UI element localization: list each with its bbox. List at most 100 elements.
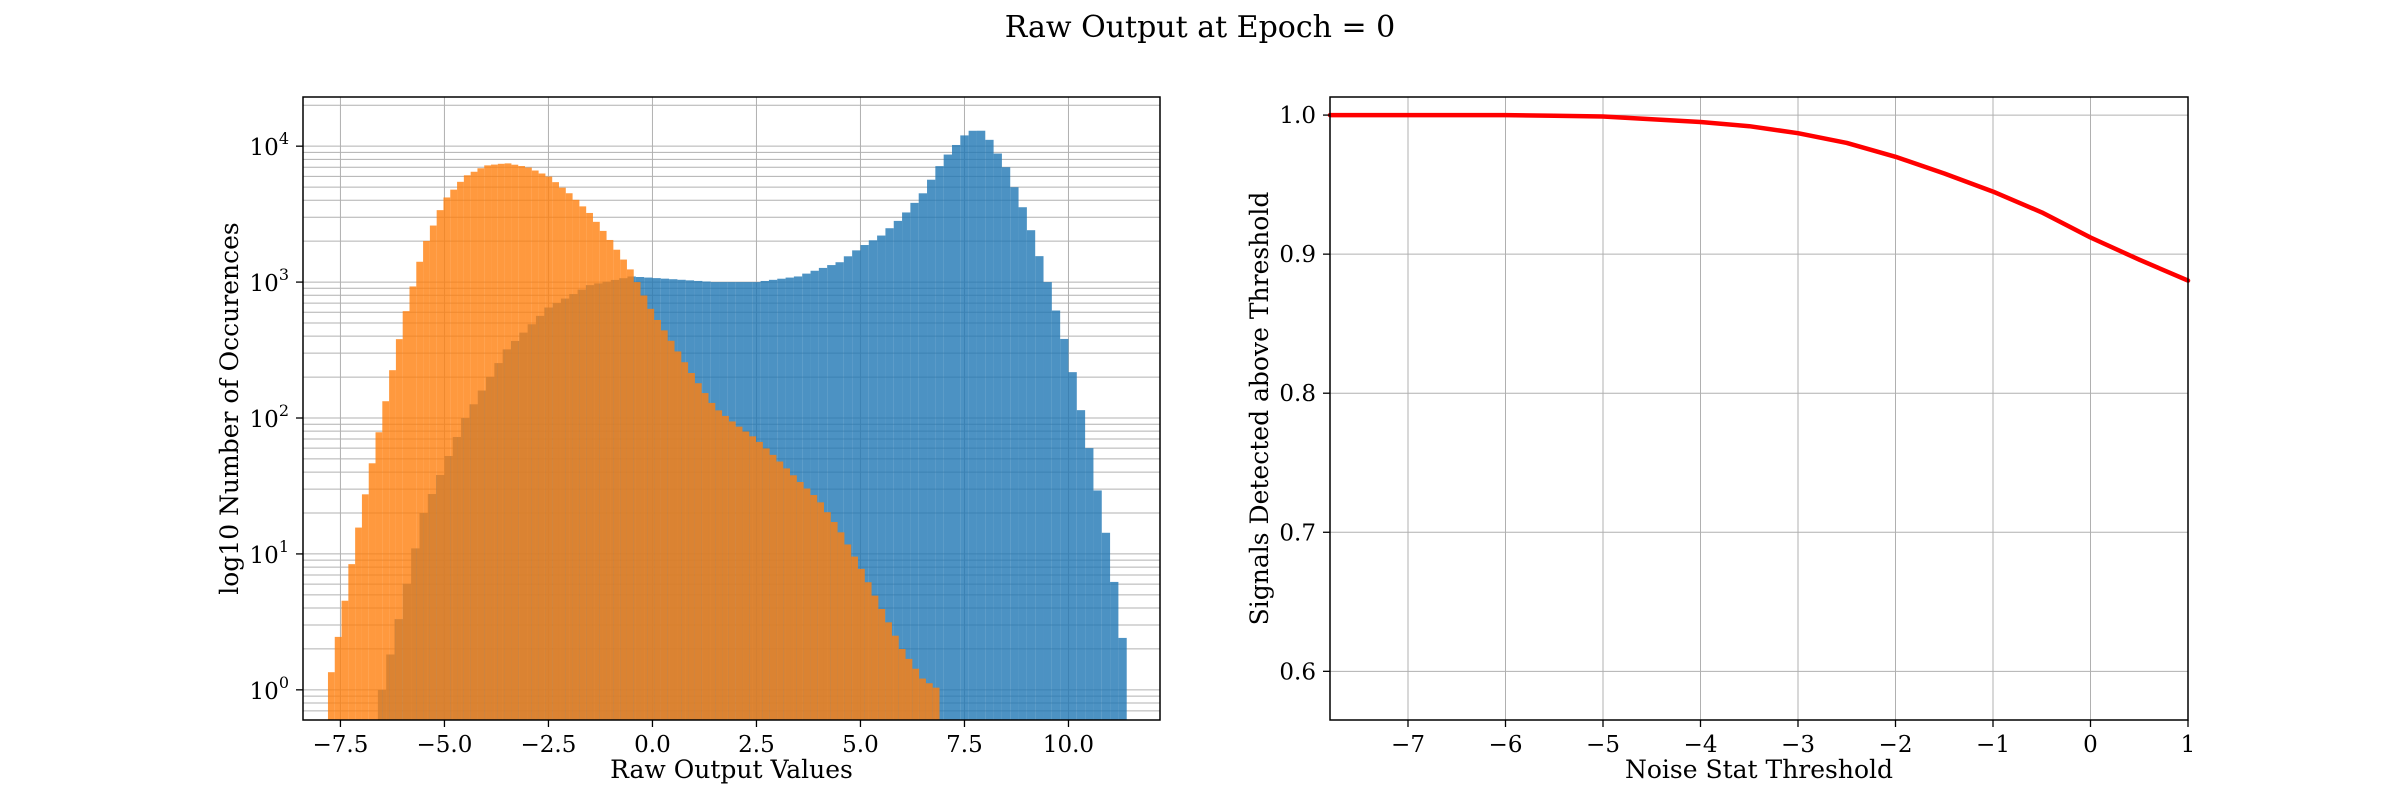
histogram-bar-noise (511, 164, 519, 720)
histogram-x-tick-label: 7.5 (946, 732, 983, 758)
histogram-bar-noise (525, 167, 532, 720)
histogram-bar-signal (860, 245, 869, 720)
histogram-bar-noise (558, 187, 566, 720)
histogram-bar-noise (674, 351, 682, 720)
histogram-bar-signal (902, 212, 911, 720)
histogram-bar-noise (538, 173, 546, 720)
histogram-bar-noise (694, 383, 702, 720)
histogram-bar-noise (864, 582, 872, 720)
histogram-bar-noise (688, 373, 695, 720)
histogram-bar-noise (898, 649, 906, 720)
histogram-x-tick-label: 10.0 (1043, 732, 1094, 758)
histogram-bar-noise (708, 402, 716, 720)
histogram-bar-noise (402, 311, 410, 720)
histogram-bar-noise (450, 189, 458, 721)
line-y-axis-label: Signals Detected above Threshold (1245, 192, 1274, 626)
histogram-bar-noise (878, 608, 886, 720)
histogram-bar-noise (592, 221, 600, 720)
histogram-bar-signal (927, 179, 936, 721)
histogram-bar-signal (1068, 372, 1077, 720)
histogram-bar-signal (968, 130, 977, 720)
histogram-bar-noise (762, 448, 770, 720)
histogram-bar-signal (827, 265, 836, 720)
histogram-bar-noise (470, 171, 478, 720)
histogram-bar-noise (504, 163, 512, 720)
histogram-bar-signal (1018, 207, 1027, 721)
histogram-bar-noise (457, 181, 464, 721)
histogram-bar-signal (1085, 448, 1094, 720)
histogram-bar-signal (1051, 310, 1061, 720)
histogram-bar-signal (976, 130, 986, 720)
histogram-bar-signal (985, 139, 994, 721)
histogram-bar-signal (935, 166, 944, 721)
histogram-bar-signal (1118, 637, 1127, 720)
histogram-bar-noise (620, 259, 627, 720)
histogram-y-tick-label: 101 (250, 537, 289, 569)
line-x-tick-label: −4 (1684, 732, 1718, 758)
histogram-bar-noise (823, 512, 831, 720)
histogram-bar-noise (395, 339, 403, 720)
histogram-bar-noise (586, 212, 593, 720)
histogram-bar-noise (810, 495, 818, 720)
histogram-y-tick-label: 104 (250, 129, 289, 161)
histogram-bar-noise (701, 393, 709, 720)
histogram-bar-signal (951, 144, 961, 720)
histogram-bar-noise (436, 210, 444, 720)
histogram-bar-noise (416, 261, 424, 720)
histogram-bar-signal (818, 267, 828, 720)
histogram-bar-noise (905, 658, 913, 720)
line-x-tick-label: −3 (1781, 732, 1815, 758)
histogram-x-tick-label: −2.5 (521, 732, 577, 758)
histogram-bar-noise (518, 166, 526, 720)
histogram-bar-noise (334, 636, 342, 720)
histogram-bar-signal (835, 262, 844, 720)
histogram-bar-noise (790, 475, 797, 720)
histogram-bar-noise (355, 527, 362, 720)
histogram-bar-noise (633, 282, 641, 720)
histogram-bar-noise (429, 225, 437, 720)
histogram-bar-noise (681, 362, 689, 720)
histogram-bar-noise (409, 286, 417, 720)
histogram-bar-noise (599, 230, 607, 720)
line-y-tick-label: 1.0 (1279, 103, 1316, 129)
histogram-bar-signal (1076, 410, 1086, 720)
line-x-tick-label: −7 (1391, 732, 1425, 758)
histogram-bar-noise (735, 426, 743, 720)
histogram-bar-noise (667, 340, 675, 720)
line-x-tick-label: −1 (1976, 732, 2010, 758)
line-frame (1329, 96, 2189, 721)
histogram-bar-noise (368, 463, 376, 720)
histogram-bar-noise (783, 468, 791, 720)
line-y-tick-label: 0.6 (1279, 659, 1316, 685)
histogram-bar-noise (572, 199, 580, 721)
histogram-x-tick-label: 5.0 (842, 732, 879, 758)
histogram-bar-noise (749, 436, 757, 720)
histogram-bar-noise (837, 532, 845, 720)
histogram-bar-noise (463, 175, 471, 720)
histogram-bar-noise (871, 595, 879, 720)
line-x-tick-label: −6 (1489, 732, 1523, 758)
histogram-bar-noise (327, 672, 335, 720)
histogram-bar-noise (919, 678, 926, 720)
histogram-y-tick-label: 102 (250, 401, 289, 433)
histogram-x-tick-label: −7.5 (313, 732, 369, 758)
line-y-tick-label: 0.9 (1279, 242, 1316, 268)
histogram-bar-noise (341, 600, 349, 720)
histogram-y-tick-label: 100 (250, 673, 289, 705)
histogram-bar-noise (565, 193, 573, 720)
histogram-bar-noise (715, 410, 723, 720)
histogram-bar-noise (552, 182, 559, 720)
histogram-bar-noise (382, 401, 390, 720)
histogram-bar-noise (375, 432, 383, 720)
histogram-bar-noise (613, 249, 621, 720)
line-grid (1330, 97, 2189, 720)
histogram-y-tick-label: 103 (250, 265, 289, 297)
threshold-curve (1327, 112, 2191, 283)
histogram-bar-noise (857, 568, 865, 720)
histogram-x-ticks: −7.5 −5.0 −2.5 0.0 2.5 5.0 7.5 10.0 (313, 720, 1094, 758)
histogram-bar-noise (579, 206, 587, 721)
histogram-bar-noise (443, 197, 451, 720)
histogram-bars (327, 130, 1127, 721)
line-series-group (1327, 112, 2191, 283)
histogram-bar-noise (477, 168, 485, 720)
